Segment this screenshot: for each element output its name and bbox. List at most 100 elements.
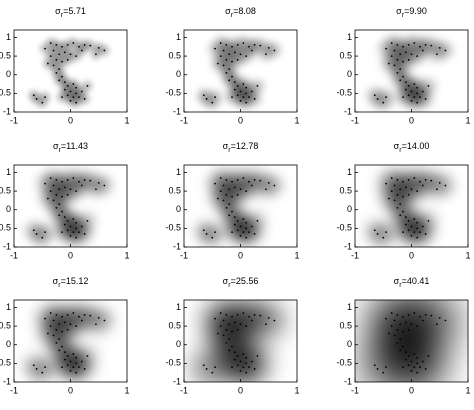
- y-tick-label: -0.5: [336, 88, 352, 98]
- data-point: [385, 231, 387, 233]
- data-point: [416, 356, 419, 359]
- y-tick-label: 0.5: [168, 320, 181, 330]
- data-point: [66, 94, 69, 97]
- data-point: [236, 44, 239, 46]
- data-point: [399, 79, 402, 82]
- y-tick-label: 0: [6, 339, 11, 349]
- data-point: [250, 184, 253, 187]
- data-point: [239, 360, 242, 363]
- title-symbol: σ: [53, 141, 59, 151]
- data-point: [399, 203, 402, 206]
- density-field: [365, 168, 456, 247]
- x-tick-label: 1: [124, 250, 129, 260]
- data-point: [407, 58, 410, 61]
- y-tick-label: -1: [344, 106, 352, 116]
- data-point: [248, 180, 250, 183]
- density-field: [23, 302, 115, 382]
- y-tick-label: 1: [347, 302, 352, 312]
- data-point: [273, 319, 276, 322]
- data-point: [233, 51, 236, 54]
- data-point: [404, 358, 407, 361]
- data-point: [393, 199, 396, 202]
- data-point: [404, 216, 407, 219]
- panel: σr=14.00 -1 0 1 -1 -0.5 0 0.5 1: [336, 141, 470, 260]
- data-point: [44, 96, 46, 98]
- data-point: [250, 49, 253, 52]
- data-point: [66, 328, 69, 331]
- title-text: =15.12: [61, 276, 89, 286]
- data-point: [86, 85, 89, 87]
- data-point: [419, 45, 421, 48]
- data-point: [63, 186, 66, 189]
- data-point: [72, 177, 75, 179]
- data-point: [233, 81, 236, 84]
- data-point: [413, 177, 416, 179]
- density: [25, 169, 113, 246]
- data-point: [219, 177, 222, 179]
- density: [365, 168, 456, 247]
- data-point: [231, 345, 233, 348]
- panel-title: σr=12.78: [223, 141, 259, 153]
- data-point: [225, 179, 228, 181]
- data-point: [58, 338, 61, 341]
- data-point: [83, 98, 86, 100]
- data-point: [228, 323, 231, 326]
- data-point: [253, 368, 256, 370]
- data-point: [72, 42, 75, 44]
- data-point: [427, 355, 430, 357]
- data-point: [385, 182, 387, 185]
- data-point: [75, 101, 78, 104]
- data-point: [267, 316, 270, 319]
- data-point: [61, 210, 63, 213]
- data-point: [61, 366, 63, 368]
- data-point: [63, 81, 66, 84]
- data-point: [416, 227, 419, 230]
- panel: σr=8.08 -1 0 1 -1 -0.5 0 0.5 1: [165, 6, 299, 125]
- data-point: [236, 328, 239, 331]
- data-point: [49, 190, 52, 192]
- y-tick-label: 1: [176, 167, 181, 177]
- data-point: [404, 351, 407, 354]
- data-point: [75, 190, 78, 192]
- data-point: [259, 314, 262, 317]
- data-point: [376, 98, 379, 100]
- data-point: [58, 349, 61, 352]
- y-tick-label: -1: [3, 241, 11, 251]
- panel: σr=25.56 -1 0 1 -1 -0.5 0 0.5 1: [165, 276, 299, 395]
- data-point: [202, 94, 205, 97]
- data-point: [407, 94, 410, 97]
- data-point: [239, 225, 242, 228]
- data-point: [80, 360, 83, 363]
- x-tick-label: -1: [351, 385, 359, 395]
- data-point: [373, 229, 376, 232]
- data-point: [253, 233, 256, 235]
- data-point: [66, 193, 69, 196]
- panel: σr=9.90 -1 0 1 -1 -0.5 0 0.5 1: [336, 6, 470, 125]
- data-point: [248, 45, 250, 48]
- data-point: [393, 64, 396, 67]
- data-point: [222, 319, 225, 322]
- x-tick-label: -1: [180, 115, 188, 125]
- data-point: [32, 94, 35, 97]
- x-tick-label: 1: [124, 385, 129, 395]
- data-point: [233, 216, 236, 219]
- title-subscript: r: [402, 12, 405, 19]
- data-point: [248, 96, 250, 98]
- data-point: [225, 314, 228, 316]
- data-point: [47, 62, 49, 65]
- data-point: [242, 96, 245, 98]
- data-point: [61, 315, 63, 318]
- data-point: [236, 193, 239, 196]
- x-tick-label: 0: [68, 250, 73, 260]
- data-point: [103, 184, 106, 187]
- data-point: [69, 323, 72, 326]
- data-point: [430, 179, 433, 182]
- x-tick-label: 0: [409, 250, 414, 260]
- data-point: [410, 234, 413, 237]
- data-point: [231, 366, 233, 368]
- data-point: [444, 49, 447, 52]
- data-point: [245, 325, 248, 327]
- panel: σr=15.12 -1 0 1 -1 -0.5 0 0.5 1: [0, 276, 130, 395]
- data-point: [63, 351, 66, 354]
- data-point: [231, 96, 233, 98]
